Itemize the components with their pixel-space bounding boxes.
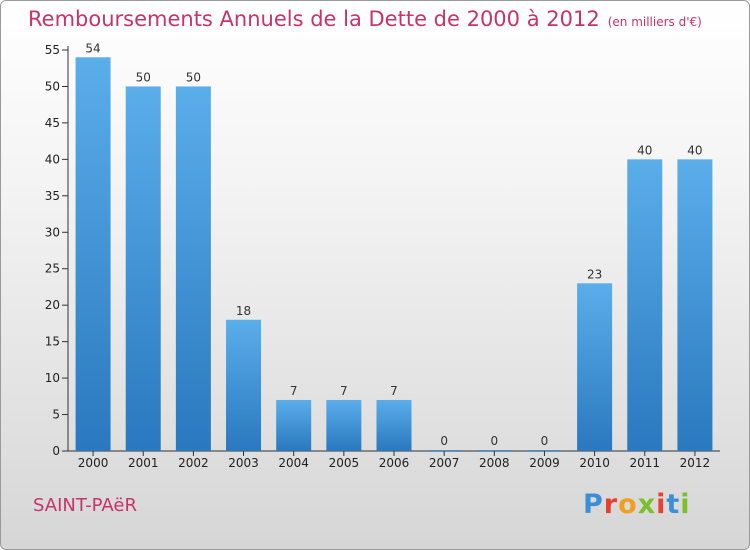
town-name: SAINT-PAëR xyxy=(33,495,137,516)
chart-subtitle: (en milliers d'€) xyxy=(607,15,702,29)
bar xyxy=(677,159,713,451)
data-label: 7 xyxy=(290,384,298,398)
x-tick-label: 2010 xyxy=(579,456,610,470)
data-label: 7 xyxy=(390,384,398,398)
chart-title-text: Remboursements Annuels de la Dette de 20… xyxy=(28,7,600,31)
data-label: 0 xyxy=(490,434,498,448)
y-tick-label: 30 xyxy=(45,225,60,239)
logo-letter: o xyxy=(618,489,638,520)
x-tick-label: 2011 xyxy=(629,456,660,470)
y-tick-label: 50 xyxy=(45,79,60,93)
logo-letter: P xyxy=(583,489,604,520)
x-tick-label: 2007 xyxy=(429,456,460,470)
y-tick-label: 5 xyxy=(52,408,60,422)
bar xyxy=(226,319,262,451)
logo-letter: x xyxy=(637,489,657,520)
data-label: 23 xyxy=(587,267,602,281)
bar xyxy=(75,57,111,452)
x-tick-label: 2002 xyxy=(178,456,209,470)
bar xyxy=(276,399,312,451)
x-tick-label: 2004 xyxy=(278,456,309,470)
y-tick-label: 15 xyxy=(45,335,60,349)
bar xyxy=(426,450,462,451)
y-tick-label: 0 xyxy=(52,444,60,458)
bar xyxy=(476,450,512,451)
logo-letter: i xyxy=(680,489,691,520)
y-tick-label: 20 xyxy=(45,298,60,312)
x-tick-label: 2003 xyxy=(228,456,259,470)
bar xyxy=(376,399,412,451)
data-label: 54 xyxy=(85,41,100,55)
bar xyxy=(627,159,663,451)
chart-title: Remboursements Annuels de la Dette de 20… xyxy=(28,7,702,31)
data-label: 50 xyxy=(136,70,151,84)
data-label: 40 xyxy=(687,143,702,157)
bar xyxy=(125,86,161,452)
bar xyxy=(577,283,613,451)
logo-letter: r xyxy=(603,489,619,520)
y-tick-label: 45 xyxy=(45,116,60,130)
y-tick-label: 40 xyxy=(45,152,60,166)
x-tick-label: 2012 xyxy=(680,456,711,470)
x-tick-label: 2000 xyxy=(78,456,109,470)
bar xyxy=(526,450,562,451)
proxiti-logo: Proxiti xyxy=(583,489,691,520)
x-tick-label: 2006 xyxy=(379,456,410,470)
x-tick-label: 2005 xyxy=(329,456,360,470)
y-tick-label: 10 xyxy=(45,371,60,385)
logo-letter: i xyxy=(656,489,667,520)
x-tick-label: 2008 xyxy=(479,456,510,470)
x-tick-label: 2009 xyxy=(529,456,560,470)
data-label: 50 xyxy=(186,70,201,84)
data-label: 18 xyxy=(236,304,251,318)
bar xyxy=(326,399,362,451)
data-label: 40 xyxy=(637,143,652,157)
y-tick-label: 25 xyxy=(45,262,60,276)
y-tick-label: 55 xyxy=(45,43,60,57)
data-label: 0 xyxy=(541,434,549,448)
y-tick-label: 35 xyxy=(45,189,60,203)
logo-letter: t xyxy=(666,489,681,520)
bar xyxy=(175,86,211,452)
data-label: 0 xyxy=(440,434,448,448)
x-tick-label: 2001 xyxy=(128,456,159,470)
data-label: 7 xyxy=(340,384,348,398)
